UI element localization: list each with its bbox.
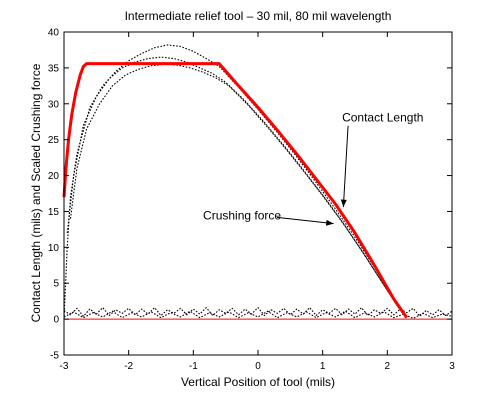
y-tick-label-8: 35	[48, 63, 60, 74]
series-line-2	[63, 44, 408, 320]
y-tick-label-1: 0	[53, 315, 59, 326]
x-tick-label-6: 3	[449, 361, 455, 372]
y-tick-label-4: 15	[48, 207, 60, 218]
y-tick-label-2: 5	[53, 279, 59, 290]
annotation-arrow-line-0	[342, 125, 349, 208]
x-tick-label-0: -3	[60, 361, 69, 372]
series-layer	[62, 44, 453, 320]
y-tick-label-6: 25	[48, 135, 60, 146]
series-line-6	[63, 310, 453, 319]
x-tick-label-5: 2	[385, 361, 391, 372]
chart-title: Intermediate relief tool – 30 mil, 80 mi…	[125, 9, 392, 23]
x-tick-label-4: 1	[320, 361, 326, 372]
annotation-layer: Contact Length Crushing force	[203, 111, 423, 226]
x-axis-title: Vertical Position of tool (mils)	[181, 375, 335, 389]
annotation-label-0: Contact Length	[342, 111, 423, 125]
y-tick-label-5: 20	[48, 171, 60, 182]
ticks-layer: -3 -2 -1 0 1 2 3 -5 0 5 10 15 20 25 30 35 40	[48, 28, 455, 373]
annotation-arrowhead-1	[325, 219, 334, 226]
annotation-label-1: Crushing force	[203, 208, 281, 222]
plot-frame	[63, 31, 453, 356]
y-axis-title: Contact Length (mils) and Scaled Crushin…	[29, 63, 43, 322]
x-tick-label-2: -1	[189, 361, 198, 372]
annotation-arrow-line-1	[276, 216, 334, 225]
x-tick-label-3: 0	[255, 361, 261, 372]
annotation-arrowhead-0	[340, 199, 347, 208]
y-tick-label-9: 40	[48, 28, 60, 39]
series-line-0	[62, 62, 408, 319]
x-tick-label-1: -2	[124, 361, 133, 372]
y-tick-label-7: 30	[48, 99, 60, 110]
series-line-5	[63, 307, 453, 317]
series-line-4	[69, 63, 408, 318]
y-tick-label-0: -5	[50, 351, 59, 362]
series-line-3	[66, 56, 404, 316]
y-tick-label-3: 10	[48, 243, 60, 254]
